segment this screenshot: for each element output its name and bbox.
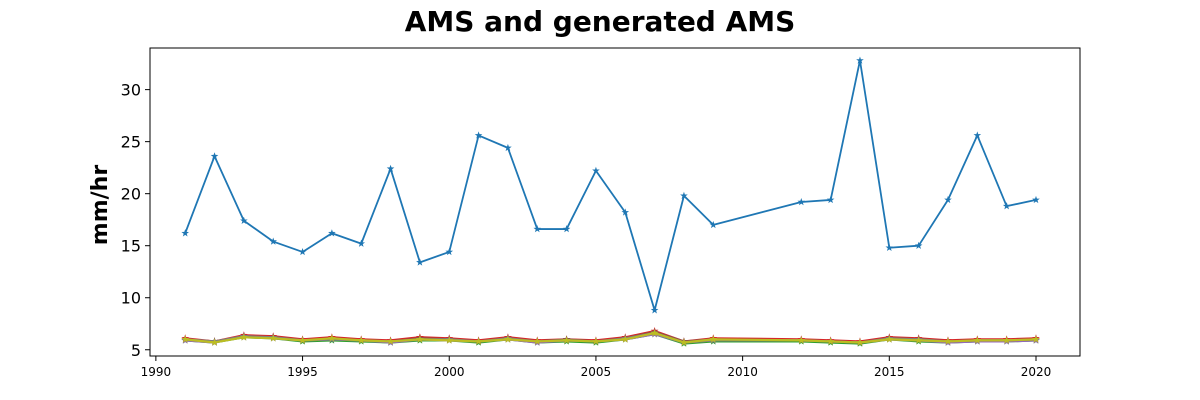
x-tick-label: 2015 [874, 365, 905, 379]
series-0-point [298, 247, 307, 256]
series-7-point [885, 335, 894, 343]
series-0-point [973, 131, 982, 139]
series-0-point [474, 131, 483, 139]
series-0-point [240, 216, 248, 224]
series-7-point [826, 337, 835, 345]
series-7-point [944, 337, 952, 345]
series-0-point [680, 191, 688, 199]
series-7-point [504, 335, 512, 343]
chart-title: AMS and generated AMS [405, 5, 796, 38]
series-7-point [797, 336, 806, 344]
series-7-point [914, 336, 923, 344]
series-7-point [621, 335, 630, 343]
series-0-point [914, 241, 923, 249]
series-7-point [210, 338, 219, 346]
y-tick-label: 5 [131, 341, 141, 360]
x-tick-label: 2005 [581, 365, 612, 379]
series-7-point [592, 337, 600, 345]
series-0-point [621, 208, 630, 216]
series-0-point [797, 198, 806, 206]
series-7-point [386, 337, 395, 345]
series-0-point [1002, 202, 1011, 210]
series-7-point [562, 336, 571, 344]
series-7-point [709, 335, 718, 343]
series-7-point [1032, 335, 1040, 343]
plot-area [181, 56, 1040, 347]
series-0-point [269, 237, 278, 245]
series-0-point [650, 306, 659, 314]
series-0-point [856, 56, 864, 64]
y-tick-label: 15 [121, 237, 141, 256]
series-7-point [1002, 336, 1011, 344]
series-7-point [474, 337, 483, 345]
y-axis-label: mm/hr [88, 165, 113, 246]
series-0-point [504, 143, 512, 152]
series-7-point [240, 333, 248, 341]
series-7-point [680, 338, 688, 346]
series-7-point [533, 337, 542, 345]
series-7-point [328, 334, 336, 342]
series-0-point [181, 229, 190, 237]
y-tick-label: 10 [121, 289, 141, 308]
series-0-point [445, 247, 454, 256]
series-7-point [181, 335, 190, 343]
y-tick-label: 20 [121, 185, 141, 204]
series-0-point [328, 229, 336, 237]
series-0-point [1032, 195, 1040, 204]
series-0-point [210, 152, 219, 160]
series-7-point [973, 336, 982, 344]
series-0-point [562, 225, 571, 233]
series-0-point [709, 220, 718, 229]
series-7-point [650, 329, 659, 337]
series-0-point [386, 164, 395, 172]
series-7-line [185, 332, 1037, 344]
series-0-point [885, 243, 894, 252]
plot-frame [149, 47, 1081, 357]
series-7-point [856, 338, 864, 346]
series-0-point [826, 195, 835, 204]
y-tick-label: 30 [121, 81, 141, 100]
x-tick-label: 2010 [727, 365, 758, 379]
series-0-point [416, 258, 424, 266]
series-0-point [944, 195, 952, 204]
series-0-point [533, 225, 542, 233]
x-tick-label: 2020 [1021, 365, 1052, 379]
series-7-point [357, 336, 366, 344]
series-0-line [184, 59, 1037, 312]
series-0-point [357, 239, 366, 247]
series-7-point [269, 334, 278, 342]
x-tick-label: 1990 [141, 365, 172, 379]
series-7-point [416, 335, 424, 343]
x-tick-label: 1995 [287, 365, 318, 379]
x-tick-label: 2000 [434, 365, 465, 379]
series-7-point [298, 336, 307, 344]
y-tick-label: 25 [121, 133, 141, 152]
series-0-point [592, 166, 600, 175]
series-7-point [445, 336, 454, 344]
